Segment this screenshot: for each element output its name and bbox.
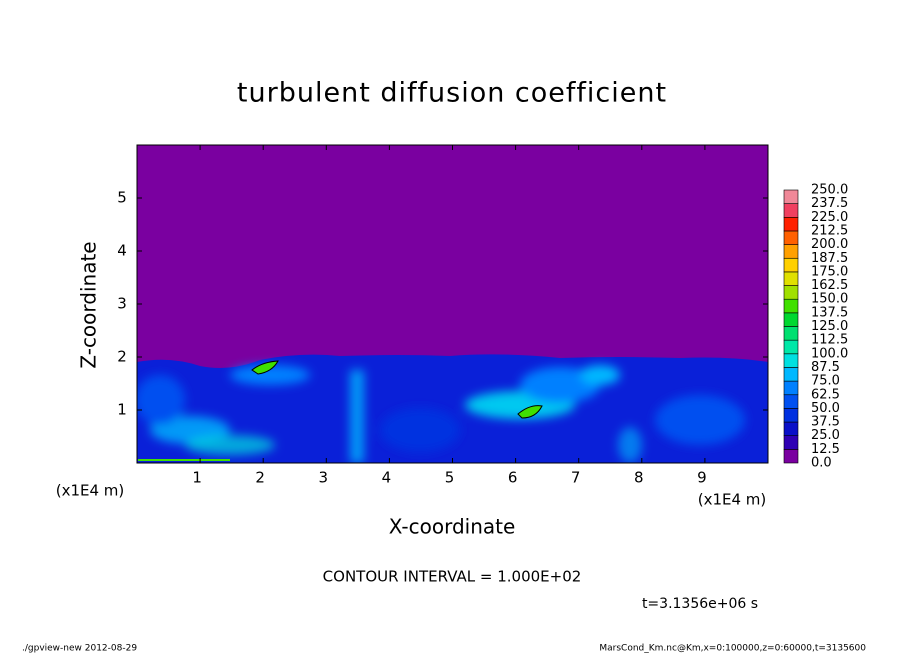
colorbar-label: 112.5 (811, 333, 848, 348)
x-axis-label: X-coordinate (389, 515, 516, 539)
y-unit-label: (x1E4 m) (56, 482, 125, 500)
colorbar-box (783, 435, 799, 450)
colorbar-label: 225.0 (811, 210, 848, 225)
colorbar-box (783, 326, 799, 341)
colorbar-label: 162.5 (811, 278, 848, 293)
colorbar-label: 37.5 (811, 415, 840, 430)
y-tick-label: 3 (117, 295, 127, 313)
y-tick-label: 5 (117, 189, 127, 207)
colorbar-box (783, 189, 799, 204)
y-tick-label: 1 (117, 401, 127, 419)
x-tick-label: 6 (508, 469, 518, 487)
colorbar-label: 250.0 (811, 183, 848, 198)
x-tick-label: 7 (571, 469, 581, 487)
colorbar-label: 175.0 (811, 264, 848, 279)
chart-title: turbulent diffusion coefficient (237, 78, 667, 109)
colorbar-label: 75.0 (811, 374, 840, 389)
colorbar-box (783, 339, 799, 355)
colorbar-label: 100.0 (811, 346, 848, 361)
colorbar-label: 187.5 (811, 251, 848, 266)
colorbar-label: 87.5 (811, 360, 840, 375)
colorbar-box (783, 353, 799, 368)
y-axis-label: Z-coordinate (77, 241, 101, 368)
colorbar-label: 125.0 (811, 319, 848, 334)
colorbar-box (783, 285, 799, 300)
contour-line (517, 405, 543, 419)
x-unit-label: (x1E4 m) (698, 491, 767, 509)
colorbar-box (783, 271, 799, 286)
colorbar-label: 200.0 (811, 237, 848, 252)
colorbar-label: 212.5 (811, 223, 848, 238)
colorbar-box (783, 217, 799, 232)
colorbar-box (783, 230, 799, 245)
colorbar-label: 137.5 (811, 305, 848, 320)
colorbar-label: 62.5 (811, 387, 840, 402)
field-detail (137, 365, 745, 463)
y-tick-label: 4 (117, 242, 127, 260)
footer-right: MarsCond_Km.nc@Km,x=0:100000,z=0:60000,t… (599, 644, 866, 654)
footer-left: ./gpview-new 2012-08-29 (22, 644, 137, 654)
colorbar-box (783, 394, 799, 409)
x-tick-label: 2 (255, 469, 265, 487)
colorbar-box (783, 244, 799, 259)
contour-interval: CONTOUR INTERVAL = 1.000E+02 (323, 568, 582, 586)
colorbar-label: 50.0 (811, 401, 840, 416)
time-label: t=3.1356e+06 s (642, 596, 758, 612)
colorbar-box (783, 380, 799, 396)
colorbar-label: 12.5 (811, 442, 840, 457)
contour-line (251, 360, 279, 375)
colorbar-box (783, 257, 799, 273)
colorbar-label: 150.0 (811, 292, 848, 307)
colorbar-box (783, 449, 799, 464)
colorbar-label: 237.5 (811, 196, 848, 211)
colorbar-box (783, 367, 799, 382)
colorbar-box (783, 408, 799, 423)
x-tick-label: 4 (382, 469, 392, 487)
x-tick-label: 5 (445, 469, 455, 487)
colorbar-box (783, 298, 799, 314)
colorbar-box (783, 421, 799, 436)
x-tick-label: 3 (319, 469, 329, 487)
colorbar-box (783, 203, 799, 218)
colorbar-box (783, 312, 799, 327)
colorbar-label: 0.0 (811, 456, 832, 471)
colorbar-label: 25.0 (811, 428, 840, 443)
y-tick-label: 2 (117, 348, 127, 366)
x-tick-label: 1 (192, 469, 202, 487)
x-tick-label: 9 (697, 469, 707, 487)
contour-field (137, 145, 768, 463)
x-tick-label: 8 (634, 469, 644, 487)
